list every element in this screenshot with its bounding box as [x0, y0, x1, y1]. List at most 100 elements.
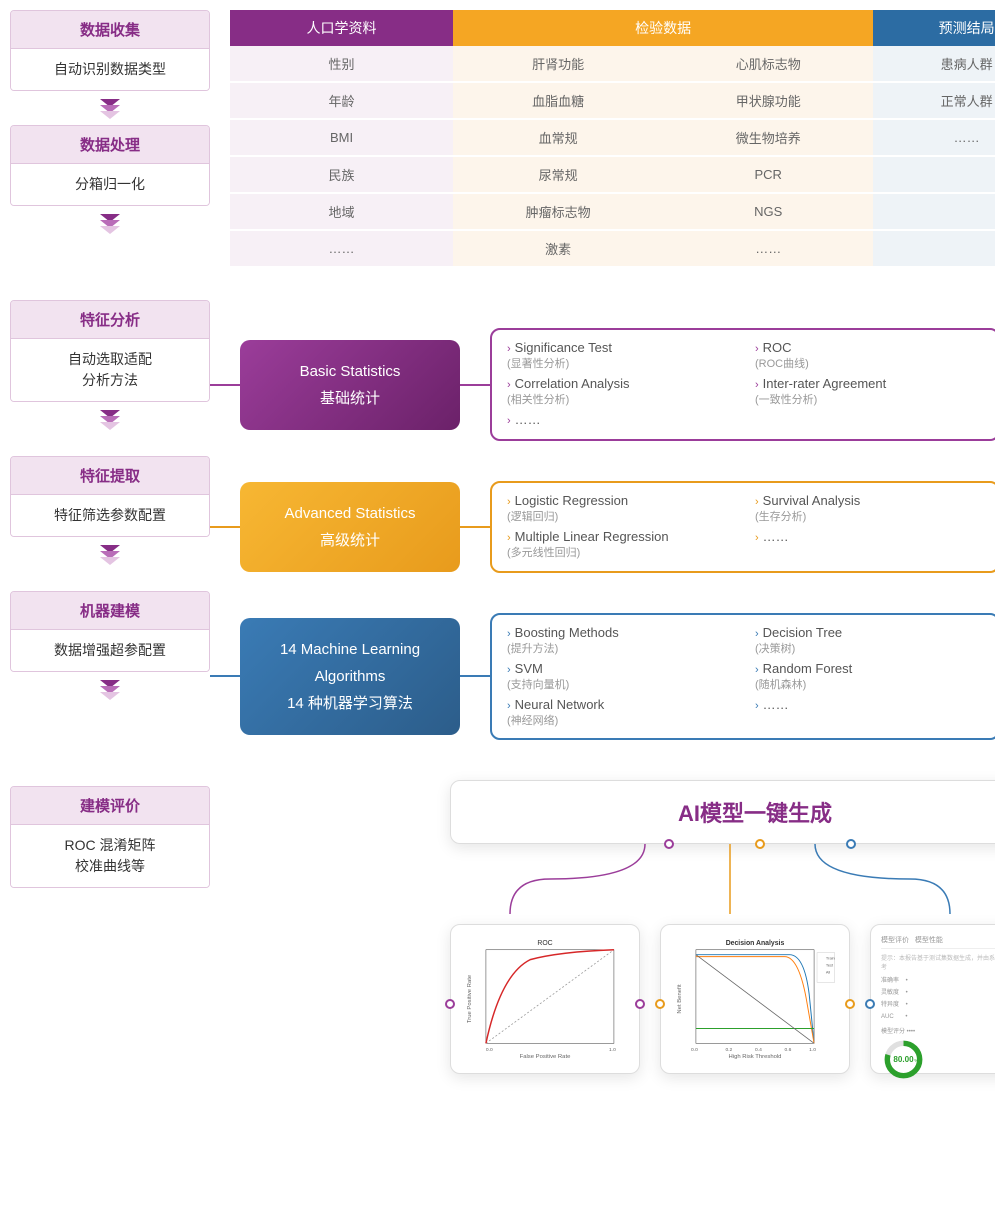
algo-item: ›Neural Network(神经网络): [507, 697, 735, 728]
table-cell: BMI: [230, 119, 453, 156]
table-header: 预测结局: [873, 10, 995, 46]
svg-text:False Positive Rate: False Positive Rate: [520, 1054, 571, 1060]
algo-card: Advanced Statistics高级统计: [240, 482, 460, 572]
algo-item: ›……: [755, 529, 983, 560]
algo-row: Advanced Statistics高级统计 ›Logistic Regress…: [230, 481, 995, 572]
svg-text:0.0: 0.0: [691, 1047, 698, 1053]
svg-text:Decision Analysis: Decision Analysis: [726, 940, 785, 947]
algo-details: ›Significance Test(显著性分析) ›ROC(ROC曲线) ›Cor…: [490, 328, 995, 441]
algo-card-en: 14 Machine Learning Algorithms: [250, 636, 450, 690]
step-ml-model: 机器建模 数据增强超参配置: [10, 591, 210, 672]
svg-text:Test: Test: [826, 963, 834, 968]
step-title: 数据处理: [11, 126, 209, 164]
algo-item: ›Survival Analysis(生存分析): [755, 493, 983, 524]
table-cell: 地域: [230, 193, 453, 230]
table-cell: 血常规: [453, 119, 663, 156]
table-cell: [873, 156, 995, 193]
svg-text:High Risk Threshold: High Risk Threshold: [729, 1054, 782, 1060]
algo-row: 14 Machine Learning Algorithms14 种机器学习算法…: [230, 613, 995, 741]
algo-details: ›Logistic Regression(逻辑回归) ›Survival Anal…: [490, 481, 995, 572]
algo-item: ›Boosting Methods(提升方法): [507, 625, 735, 656]
table-cell: 甲状腺功能: [663, 82, 873, 119]
table-cell: 肿瘤标志物: [453, 193, 663, 230]
algo-item: ›Significance Test(显著性分析): [507, 340, 735, 371]
algo-item: ›Correlation Analysis(相关性分析): [507, 376, 735, 407]
algo-card-cn: 高级统计: [250, 527, 450, 554]
algorithms-section: Basic Statistics基础统计 ›Significance Test(显…: [230, 328, 995, 740]
chevron-down-icon: [10, 410, 210, 428]
step-body: 数据增强超参配置: [11, 630, 209, 671]
chevron-down-icon: [10, 545, 210, 563]
svg-text:True Positive Rate: True Positive Rate: [467, 974, 473, 1023]
svg-text:Net Benefit: Net Benefit: [677, 984, 683, 1014]
step-title: 机器建模: [11, 592, 209, 630]
svg-text:0.0: 0.0: [486, 1047, 493, 1053]
table-cell: 微生物培养: [663, 119, 873, 156]
table-cell: 激素: [453, 230, 663, 267]
step-title: 特征提取: [11, 457, 209, 495]
data-categories-table: 人口学资料检验数据预测结局 性别肝肾功能心肌标志物患病人群年龄血脂血糖甲状腺功能…: [230, 10, 995, 268]
svg-text:Train: Train: [826, 956, 835, 961]
roc-chart: ROC False Positive Rate True Positive Ra…: [450, 924, 640, 1074]
step-title: 数据收集: [11, 11, 209, 49]
table-cell: 肝肾功能: [453, 46, 663, 82]
connector-lines: [450, 839, 995, 919]
step-evaluate: 建模评价 ROC 混淆矩阵 校准曲线等: [10, 786, 210, 888]
step-body: 自动选取适配 分析方法: [11, 339, 209, 401]
table-cell: ……: [873, 119, 995, 156]
table-cell: ……: [663, 230, 873, 267]
algo-item: ›Logistic Regression(逻辑回归): [507, 493, 735, 524]
algo-item: ›Decision Tree(决策树): [755, 625, 983, 656]
step-body: 特征筛选参数配置: [11, 495, 209, 536]
decision-chart: Decision Analysis High Risk Threshold Ne…: [660, 924, 850, 1074]
algo-item: ›……: [755, 697, 983, 728]
algo-card: 14 Machine Learning Algorithms14 种机器学习算法: [240, 618, 460, 735]
step-data-process: 数据处理 分箱归一化: [10, 125, 210, 206]
ai-title: AI模型一键生成: [678, 801, 832, 826]
table-cell: 年龄: [230, 82, 453, 119]
chevron-down-icon: [10, 680, 210, 698]
table-cell: 患病人群: [873, 46, 995, 82]
svg-text:1.0: 1.0: [809, 1047, 816, 1053]
algo-card-cn: 14 种机器学习算法: [250, 690, 450, 717]
algo-item: ›Inter-rater Agreement(一致性分析): [755, 376, 983, 407]
step-title: 建模评价: [11, 787, 209, 825]
table-cell: 尿常规: [453, 156, 663, 193]
right-content: 人口学资料检验数据预测结局 性别肝肾功能心肌标志物患病人群年龄血脂血糖甲状腺功能…: [230, 10, 995, 1074]
table-cell: [873, 193, 995, 230]
step-feature-extract: 特征提取 特征筛选参数配置: [10, 456, 210, 537]
algo-item: ›……: [507, 412, 735, 429]
svg-text:0.2: 0.2: [725, 1047, 732, 1053]
table-cell: 正常人群: [873, 82, 995, 119]
chevron-down-icon: [10, 99, 210, 117]
svg-text:0.4: 0.4: [755, 1047, 762, 1053]
svg-text:All: All: [826, 970, 830, 975]
table-cell: NGS: [663, 193, 873, 230]
svg-text:0.6: 0.6: [785, 1047, 792, 1053]
algo-item: ›ROC(ROC曲线): [755, 340, 983, 371]
table-cell: PCR: [663, 156, 873, 193]
algo-item: ›Random Forest(随机森林): [755, 661, 983, 692]
table-header: 检验数据: [453, 10, 873, 46]
step-title: 特征分析: [11, 301, 209, 339]
table-cell: 血脂血糖: [453, 82, 663, 119]
svg-text:80.00: 80.00: [893, 1055, 914, 1064]
step-body: 分箱归一化: [11, 164, 209, 205]
step-body: ROC 混淆矩阵 校准曲线等: [11, 825, 209, 887]
svg-text:ROC: ROC: [537, 940, 552, 947]
algo-item: ›Multiple Linear Regression(多元线性回归): [507, 529, 735, 560]
table-cell: 民族: [230, 156, 453, 193]
algo-row: Basic Statistics基础统计 ›Significance Test(显…: [230, 328, 995, 441]
algo-details: ›Boosting Methods(提升方法) ›Decision Tree(决策…: [490, 613, 995, 741]
algo-item: ›SVM(支持向量机): [507, 661, 735, 692]
algo-card: Basic Statistics基础统计: [240, 340, 460, 430]
step-body: 自动识别数据类型: [11, 49, 209, 90]
algo-card-en: Advanced Statistics: [250, 500, 450, 527]
svg-text:%: %: [914, 1058, 918, 1063]
chevron-down-icon: [10, 214, 210, 232]
table-cell: 心肌标志物: [663, 46, 873, 82]
workflow-steps: 数据收集 自动识别数据类型 数据处理 分箱归一化 特征分析 自动选取适配 分析方…: [10, 10, 210, 1074]
table-cell: ……: [230, 230, 453, 267]
ai-output-section: AI模型一键生成 ROC: [450, 780, 995, 1074]
table-header: 人口学资料: [230, 10, 453, 46]
